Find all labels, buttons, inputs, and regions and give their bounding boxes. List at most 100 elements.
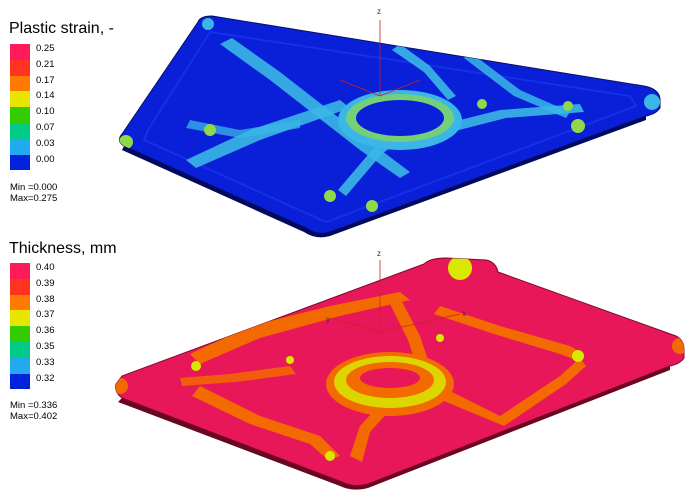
legend-swatch: [10, 294, 30, 311]
legend-swatch: [10, 373, 30, 390]
hot-spot: [366, 200, 378, 212]
min-max-readout: Min =0.000 Max=0.275: [10, 182, 58, 204]
legend-swatch: [10, 138, 30, 155]
legend-row: 0.35: [10, 340, 90, 358]
corner-spot: [119, 135, 133, 149]
legend-swatch: [10, 91, 30, 108]
legend-value: 0.17: [36, 74, 55, 86]
rib: [420, 104, 584, 138]
legend-row: 0.37: [10, 309, 90, 327]
rib: [432, 358, 586, 426]
legend-value: 0.38: [36, 293, 55, 305]
hot-spot: [325, 451, 335, 461]
corner-spot: [644, 94, 660, 110]
rib: [190, 292, 410, 364]
corner-spot: [202, 18, 214, 30]
max-value: Max=0.402: [10, 410, 58, 422]
hot-spot: [436, 334, 444, 342]
plastic-strain-panel: Plastic strain, - 0.25 0.21 0.17 0.14 0.…: [0, 0, 694, 246]
hot-spot: [286, 356, 294, 364]
x-axis-line: [379, 79, 421, 97]
legend-swatch: [10, 59, 30, 76]
legend-value: 0.37: [36, 309, 55, 321]
legend-swatch: [10, 326, 30, 342]
legend-value: 0.39: [36, 277, 55, 289]
legend-swatch: [10, 122, 30, 139]
legend-row: 0.17: [10, 74, 90, 92]
thickness-plate-render: z y x: [115, 249, 685, 490]
legend-value: 0.36: [36, 325, 55, 337]
legend-value: 0.03: [36, 137, 55, 149]
center-core: [360, 368, 420, 388]
plate-flange: [142, 30, 638, 224]
legend-row: 0.36: [10, 326, 90, 342]
legend-value: 0.07: [36, 121, 55, 133]
rib: [192, 386, 340, 460]
x-axis-line: [379, 313, 461, 333]
rib: [180, 366, 296, 386]
axes-triad: [339, 20, 421, 97]
legend-swatch: [10, 75, 30, 92]
legend-row: 0.14: [10, 90, 90, 108]
corner-spot: [672, 338, 685, 354]
legend-value: 0.14: [36, 90, 55, 102]
corner-spot: [115, 378, 128, 394]
y-axis-label: y: [326, 315, 330, 324]
axes-triad: [331, 260, 461, 333]
y-axis-line: [331, 317, 381, 333]
min-value: Min =0.000: [10, 182, 58, 193]
rib: [390, 298, 430, 370]
color-legend: 0.40 0.39 0.38 0.37 0.36 0.35 0.33 0.32: [10, 263, 90, 390]
legend-row: 0.32: [10, 372, 90, 390]
rib: [186, 100, 350, 168]
min-max-readout: Min =0.336 Max=0.402: [10, 400, 58, 422]
legend-row: 0.33: [10, 357, 90, 374]
legend-row: 0.39: [10, 277, 90, 295]
legend-swatch: [10, 154, 30, 171]
legend-swatch: [10, 107, 30, 123]
center-dish: [356, 100, 444, 136]
legend-value: 0.32: [36, 372, 55, 384]
legend-row: 0.10: [10, 107, 90, 123]
hot-spot: [191, 361, 201, 371]
color-legend: 0.25 0.21 0.17 0.14 0.10 0.07 0.03 0.00: [10, 44, 90, 171]
legend-value: 0.00: [36, 153, 55, 165]
legend-value: 0.40: [36, 262, 55, 273]
legend-swatch: [10, 310, 30, 327]
hot-spot: [324, 190, 336, 202]
hot-spot: [571, 119, 585, 133]
hot-spot: [204, 124, 216, 136]
legend-row: 0.03: [10, 137, 90, 155]
z-axis-label: z: [377, 7, 381, 16]
rib: [392, 44, 456, 100]
legend-row: 0.25: [10, 44, 90, 60]
y-axis-line: [339, 79, 381, 97]
legend-swatch: [10, 278, 30, 295]
legend-value: 0.35: [36, 340, 55, 352]
legend-swatch: [10, 263, 30, 279]
corner-spot: [448, 258, 472, 280]
plate-edge: [122, 116, 646, 238]
legend-title: Plastic strain, -: [9, 20, 114, 37]
strain-plate-render: z: [118, 7, 661, 238]
thickness-panel: Thickness, mm 0.40 0.39 0.38 0.37 0.36 0…: [0, 240, 694, 493]
rib: [350, 404, 390, 462]
legend-title: Thickness, mm: [9, 240, 117, 257]
rib: [434, 306, 584, 360]
hot-spot: [572, 350, 584, 362]
legend-swatch: [10, 357, 30, 374]
hot-spot: [477, 99, 487, 109]
legend-row: 0.38: [10, 293, 90, 311]
legend-row: 0.07: [10, 121, 90, 139]
rib: [464, 52, 570, 118]
legend-row: 0.40: [10, 263, 90, 279]
legend-swatch: [10, 341, 30, 358]
legend-value: 0.21: [36, 58, 55, 70]
legend-value: 0.25: [36, 43, 55, 54]
legend-value: 0.10: [36, 106, 55, 118]
legend-swatch: [10, 44, 30, 60]
min-value: Min =0.336: [10, 400, 58, 411]
z-axis-label: z: [377, 249, 381, 258]
max-value: Max=0.275: [10, 192, 58, 204]
legend-row: 0.00: [10, 153, 90, 171]
